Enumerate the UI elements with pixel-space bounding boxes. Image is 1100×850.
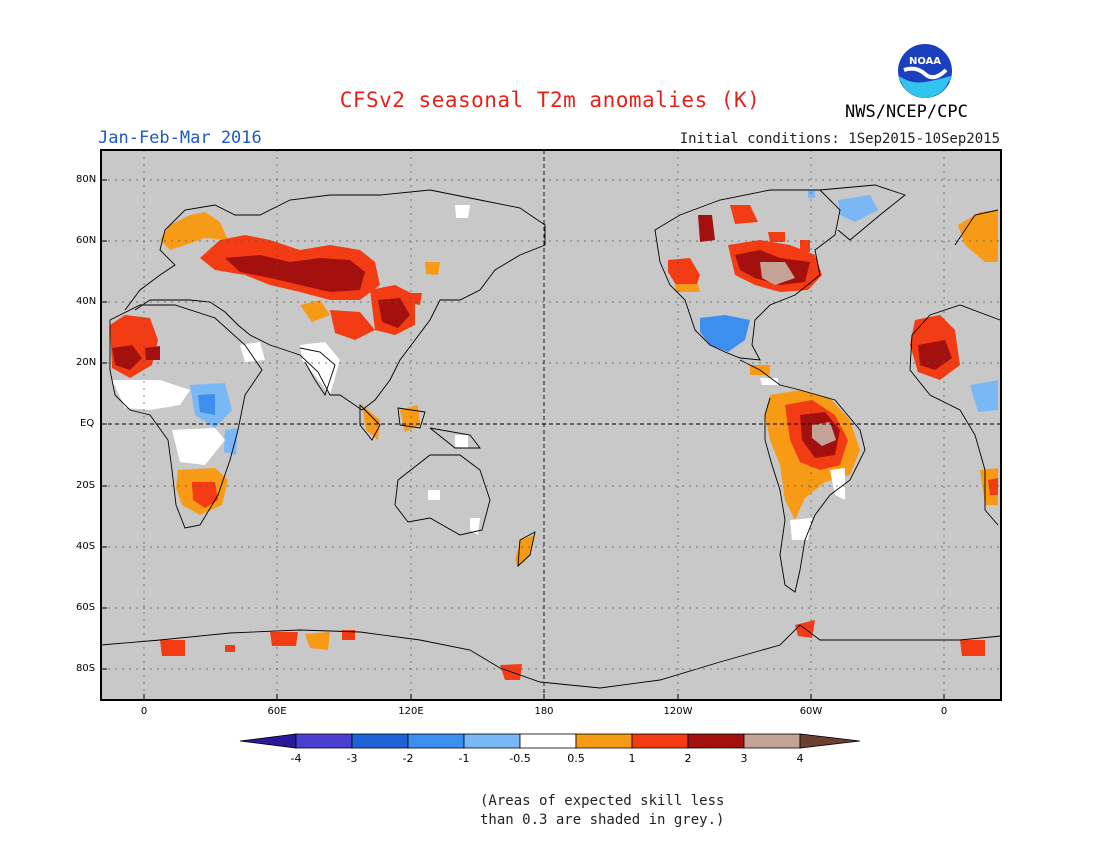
colorbar-label: -3 bbox=[346, 752, 358, 765]
lon-label-0: 0 bbox=[140, 706, 148, 717]
colorbar bbox=[239, 733, 861, 749]
colorbar-label: 4 bbox=[796, 752, 804, 765]
lat-label-60s: 60S bbox=[76, 602, 96, 613]
map-title: CFSv2 seasonal T2m anomalies (K) bbox=[339, 88, 761, 112]
agency-label: NWS/NCEP/CPC bbox=[845, 102, 968, 122]
grid-lines bbox=[101, 150, 1001, 700]
colorbar-segment bbox=[295, 733, 353, 749]
lat-label-40s: 40S bbox=[76, 541, 96, 552]
lat-label-40n: 40N bbox=[76, 296, 97, 307]
colorbar-label: -4 bbox=[290, 752, 302, 765]
colorbar-segment bbox=[351, 733, 409, 749]
colorbar-segment bbox=[519, 733, 577, 749]
colorbar-label: 3 bbox=[740, 752, 748, 765]
colorbar-over-triangle bbox=[799, 733, 861, 749]
colorbar-label: 0.5 bbox=[567, 752, 585, 765]
colorbar-segment bbox=[407, 733, 465, 749]
skill-note-line-2: than 0.3 are shaded in grey.) bbox=[480, 812, 725, 828]
colorbar-label: 1 bbox=[628, 752, 636, 765]
colorbar-segment bbox=[743, 733, 801, 749]
colorbar-label: -1 bbox=[458, 752, 470, 765]
lat-label-20n: 20N bbox=[76, 357, 97, 368]
colorbar-segment bbox=[463, 733, 521, 749]
noaa-logo: NOAA bbox=[895, 41, 955, 101]
colorbar-segment bbox=[687, 733, 745, 749]
lat-label-80s: 80S bbox=[76, 663, 96, 674]
skill-note-line-1: (Areas of expected skill less bbox=[480, 793, 725, 809]
colorbar-segment bbox=[631, 733, 689, 749]
lon-label-120e: 120E bbox=[398, 706, 424, 717]
initial-conditions: Initial conditions: 1Sep2015-10Sep2015 bbox=[679, 131, 1000, 147]
colorbar-label: 2 bbox=[684, 752, 692, 765]
logo-text: NOAA bbox=[909, 56, 941, 67]
lon-label-60e: 60E bbox=[267, 706, 287, 717]
lat-label-eq: EQ bbox=[80, 418, 95, 429]
lat-label-20s: 20S bbox=[76, 480, 96, 491]
lon-label-0-right: 0 bbox=[940, 706, 948, 717]
colorbar-under-triangle bbox=[239, 733, 297, 749]
lon-label-60w: 60W bbox=[799, 706, 823, 717]
anomaly-patches bbox=[110, 190, 998, 680]
colorbar-label: -2 bbox=[402, 752, 414, 765]
colorbar-label: -0.5 bbox=[509, 752, 531, 765]
skill-note: (Areas of expected skill less than 0.3 a… bbox=[480, 792, 724, 830]
forecast-period: Jan-Feb-Mar 2016 bbox=[98, 128, 262, 148]
colorbar-segment bbox=[575, 733, 633, 749]
lat-label-80n: 80N bbox=[76, 174, 97, 185]
coastlines bbox=[100, 184, 1002, 689]
lon-label-120w: 120W bbox=[663, 706, 693, 717]
map-frame bbox=[100, 149, 1002, 701]
lat-label-60n: 60N bbox=[76, 235, 97, 246]
lon-label-180: 180 bbox=[534, 706, 554, 717]
map-background bbox=[101, 150, 1001, 700]
